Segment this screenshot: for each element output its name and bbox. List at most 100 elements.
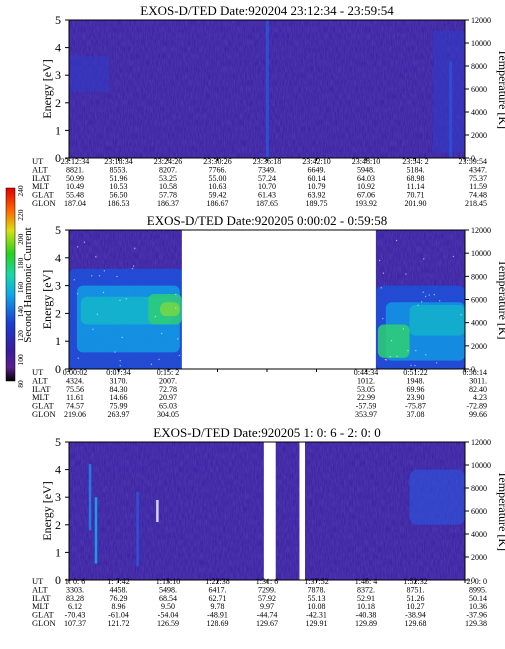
table-cell: 128.69 — [207, 619, 229, 628]
table-cell: 1:37:52 — [304, 577, 328, 586]
noise-speck — [76, 246, 79, 248]
table-cell: 53.05 — [357, 385, 375, 394]
intensity-features — [69, 239, 466, 370]
table-cell: 82.40 — [469, 385, 487, 394]
y2-tick-label: 4000 — [471, 108, 487, 117]
noise-speck — [175, 293, 177, 296]
noise-speck — [102, 291, 105, 294]
table-cell: 3303. — [66, 585, 84, 594]
table-cell: 76.29 — [110, 594, 128, 603]
table-cell: 1:15:10 — [156, 577, 180, 586]
table-cell: 23:48:10 — [352, 157, 380, 166]
table-row-label: ILAT — [32, 173, 51, 183]
table-cell: 4458. — [110, 585, 128, 594]
noise-speck — [175, 307, 177, 309]
table-cell: 10.58 — [159, 182, 177, 191]
noise-speck — [125, 298, 127, 300]
y2-tick-label: 8000 — [471, 62, 487, 71]
panel-title: EXOS-D/TED Date:920205 0:00:02 - 0:59:58 — [147, 213, 387, 228]
table-cell: 187.65 — [256, 199, 278, 208]
table-cell: 1:22:38 — [205, 577, 229, 586]
table-cell: 62.71 — [209, 594, 227, 603]
table-cell: 1:45: 4 — [355, 577, 377, 586]
colorbar-tick-label: 180 — [16, 258, 25, 270]
table-cell: 50.14 — [469, 594, 487, 603]
table-row-label: MLT — [32, 181, 50, 191]
table-cell: 57.92 — [258, 594, 276, 603]
y-tick-label: 1 — [55, 545, 61, 559]
table-cell: 4.23 — [473, 393, 487, 402]
table-cell: 10.70 — [258, 182, 276, 191]
y-tick-label: 5 — [55, 223, 61, 237]
intensity-features — [69, 20, 465, 158]
y2-tick-label: 4000 — [471, 530, 487, 539]
y-axis-label: Energy [eV] — [40, 270, 54, 329]
table-cell: 0:15: 2 — [157, 368, 179, 377]
intensity-patch — [409, 305, 465, 336]
intensity-streak — [94, 497, 98, 564]
table-cell: -57.59 — [356, 402, 377, 411]
table-cell: 2: 0: 0 — [467, 577, 487, 586]
table-cell: 61.43 — [258, 191, 276, 200]
table-cell: 68.98 — [407, 174, 425, 183]
table-cell: 10.08 — [308, 602, 326, 611]
noise-speck — [425, 354, 427, 356]
y2-tick-label: 10000 — [471, 39, 491, 48]
noise-speck — [423, 258, 425, 260]
table-row-label: UT — [32, 156, 44, 166]
noise-speck — [150, 363, 153, 365]
y2-tick-label: 6000 — [471, 507, 487, 516]
table-cell: 57.24 — [258, 174, 276, 183]
y-tick-label: 0 — [55, 573, 61, 587]
table-row-label: ILAT — [32, 593, 51, 603]
y-tick-label: 0 — [55, 362, 61, 376]
table-cell: 52.91 — [357, 594, 375, 603]
noise-speck — [134, 247, 136, 249]
y2-tick-label: 8000 — [471, 272, 487, 281]
noise-speck — [410, 364, 412, 366]
table-row-label: GLAT — [32, 190, 55, 200]
table-row-label: UT — [32, 367, 44, 377]
data-gap — [181, 230, 376, 369]
table-cell: 1:31: 6 — [256, 577, 278, 586]
table-cell: 63.92 — [308, 191, 326, 200]
table-cell: 0:51:22 — [403, 368, 427, 377]
y-tick-label: 3 — [55, 490, 61, 504]
table-cell: 75.56 — [66, 385, 84, 394]
table-cell: 23:18:34 — [104, 157, 132, 166]
table-cell: 67.06 — [357, 191, 375, 200]
table-cell: 59.42 — [209, 191, 227, 200]
noise-speck — [92, 328, 94, 330]
table-cell: 304.05 — [157, 410, 179, 419]
table-row-label: MLT — [32, 601, 50, 611]
noise-speck — [421, 301, 423, 303]
y-tick-label: 1 — [55, 334, 61, 348]
table-cell: 129.89 — [355, 619, 377, 628]
table-cell: 9.97 — [260, 602, 274, 611]
table-cell: 23:24:26 — [154, 157, 182, 166]
noise-speck — [452, 255, 454, 258]
table-cell: 64.03 — [357, 174, 375, 183]
table-cell: 10.27 — [407, 602, 425, 611]
table-cell: 14.66 — [110, 393, 128, 402]
table-cell: 10.18 — [357, 602, 375, 611]
intensity-patch — [377, 324, 410, 358]
table-cell: 23:36:18 — [253, 157, 281, 166]
intensity-features — [88, 464, 465, 567]
table-cell: 8995. — [469, 585, 487, 594]
noise-speck — [380, 287, 382, 289]
table-cell: 129.67 — [256, 619, 278, 628]
table-cell: 7766. — [209, 165, 227, 174]
table-cell: 68.54 — [159, 594, 177, 603]
table-cell: 10.79 — [308, 182, 326, 191]
data-gap — [263, 442, 276, 580]
noise-speck — [389, 356, 391, 358]
noise-speck — [433, 294, 435, 296]
y-tick-label: 2 — [55, 518, 61, 532]
table-cell: 5948. — [357, 165, 375, 174]
noise-speck — [436, 362, 438, 364]
y-tick-label: 0 — [55, 151, 61, 165]
table-cell: 23:12:34 — [61, 157, 89, 166]
table-cell: 75.99 — [110, 402, 128, 411]
y2-tick-label: 2000 — [471, 131, 487, 140]
